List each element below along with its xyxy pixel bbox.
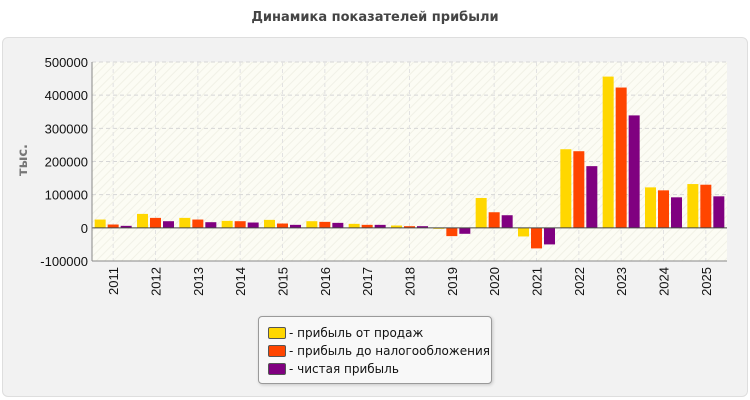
y-tick-label: 500000 [45, 55, 88, 70]
bars-group [94, 76, 725, 249]
bar-прибыль-до-налогообложения-2022 [573, 151, 585, 228]
bar-прибыль-до-налогообложения-2021 [531, 227, 542, 249]
bar-прибыль-до-налогообложения-2024 [658, 190, 669, 228]
x-tick-label-2023: 2023 [614, 267, 629, 296]
bar-прибыль-до-налогообложения-2019 [446, 227, 458, 237]
y-tick-label: 300000 [45, 121, 88, 136]
x-tick-label-2025: 2025 [699, 267, 714, 296]
bar-прибыль-от-продаж-2014 [221, 220, 233, 228]
legend-item-net-profit: - чистая прибыль [268, 361, 399, 377]
x-tick-label-2017: 2017 [360, 267, 375, 296]
x-tick-label-2011: 2011 [106, 267, 121, 295]
bar-чистая-прибыль-2023 [628, 115, 640, 228]
bar-чистая-прибыль-2017 [374, 224, 386, 228]
legend-label-pretax-profit: - прибыль до налогообложения [289, 344, 490, 358]
x-tick-label-2022: 2022 [572, 267, 587, 296]
bar-чистая-прибыль-2024 [671, 197, 682, 228]
bar-прибыль-от-продаж-2023 [602, 76, 614, 228]
bar-прибыль-до-налогообложения-2018 [404, 226, 415, 228]
bar-прибыль-до-налогообложения-2017 [361, 224, 373, 228]
bar-прибыль-от-продаж-2013 [179, 217, 191, 228]
y-tick-label: 200000 [45, 155, 88, 170]
bar-прибыль-от-продаж-2021 [518, 227, 529, 237]
legend-swatch-pretax-profit [268, 345, 286, 357]
x-tick-label-2019: 2019 [445, 267, 460, 296]
y-tick-label: -100000 [40, 254, 88, 269]
axes [91, 62, 727, 262]
bar-прибыль-до-налогообложения-2020 [488, 212, 500, 228]
bar-прибыль-от-продаж-2024 [645, 187, 656, 228]
bar-чистая-прибыль-2019 [459, 227, 471, 234]
legend: - прибыль от продаж - прибыль до налогоо… [258, 316, 492, 384]
y-tick-label: 100000 [45, 188, 88, 203]
legend-swatch-net-profit [268, 363, 286, 375]
x-tick-labels: 2011 2012 2013 2014 2015 2016 2017 2018 2019 2020… [106, 267, 714, 296]
x-tick-label-2013: 2013 [191, 267, 206, 296]
bar-прибыль-до-налогообложения-2025 [700, 184, 712, 228]
bar-прибыль-от-продаж-2022 [560, 149, 572, 228]
bar-прибыль-до-налогообложения-2015 [277, 223, 288, 228]
y-tick-labels: 500000 400000 300000 200000 100000 0 -100000 [40, 55, 88, 269]
bar-чистая-прибыль-2016 [332, 222, 344, 228]
legend-item-sales-profit: - прибыль от продаж [268, 325, 423, 341]
bar-прибыль-до-налогообложения-2016 [319, 221, 331, 228]
bar-прибыль-от-продаж-2011 [94, 219, 106, 228]
legend-label-sales-profit: - прибыль от продаж [289, 326, 424, 340]
bar-чистая-прибыль-2022 [586, 166, 598, 228]
bar-чистая-прибыль-2018 [417, 226, 428, 228]
bar-прибыль-от-продаж-2017 [348, 223, 360, 228]
bar-прибыль-от-продаж-2020 [475, 197, 487, 228]
bar-чистая-прибыль-2025 [713, 196, 725, 228]
bar-прибыль-до-налогообложения-2014 [234, 221, 246, 228]
legend-swatch-sales-profit [268, 327, 286, 339]
bar-чистая-прибыль-2020 [501, 215, 513, 228]
bar-чистая-прибыль-2013 [205, 222, 217, 228]
bar-прибыль-от-продаж-2018 [391, 225, 402, 228]
bar-чистая-прибыль-2011 [120, 225, 132, 228]
x-tick-label-2014: 2014 [233, 267, 248, 296]
bar-прибыль-до-налогообложения-2011 [107, 224, 119, 228]
x-tick-label-2021: 2021 [530, 267, 545, 296]
y-tick-label: 400000 [45, 88, 88, 103]
bar-прибыль-до-налогообложения-2023 [615, 87, 627, 228]
x-tick-label-2024: 2024 [657, 267, 672, 296]
x-tick-label-2018: 2018 [403, 267, 418, 296]
x-tick-label-2015: 2015 [276, 267, 291, 296]
bar-прибыль-до-налогообложения-2012 [150, 217, 161, 228]
legend-label-net-profit: - чистая прибыль [289, 362, 399, 376]
bar-прибыль-от-продаж-2015 [264, 219, 275, 228]
bar-прибыль-от-продаж-2016 [306, 221, 318, 228]
bar-прибыль-от-продаж-2025 [687, 184, 699, 228]
bar-прибыль-от-продаж-2012 [137, 213, 148, 228]
y-tick-label: 0 [81, 221, 88, 236]
bar-чистая-прибыль-2014 [247, 222, 259, 228]
bar-чистая-прибыль-2021 [544, 227, 555, 245]
bar-прибыль-до-налогообложения-2013 [192, 219, 204, 228]
x-tick-label-2016: 2016 [318, 267, 333, 296]
y-axis-label: тыс. [16, 144, 31, 176]
legend-item-pretax-profit: - прибыль до налогообложения [268, 343, 490, 359]
bar-чистая-прибыль-2012 [163, 221, 174, 228]
bar-чистая-прибыль-2015 [290, 224, 301, 228]
x-tick-label-2020: 2020 [487, 267, 502, 296]
x-tick-label-2012: 2012 [149, 267, 164, 296]
chart-title: Динамика показателей прибыли [251, 10, 499, 25]
